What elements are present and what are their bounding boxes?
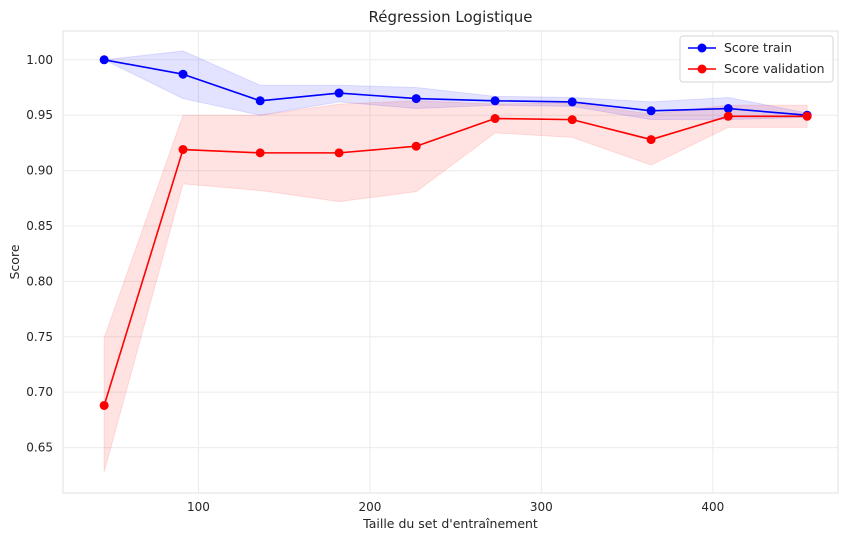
- point-score-train: [411, 94, 421, 104]
- point-score-train: [646, 106, 656, 116]
- grid: [63, 31, 838, 493]
- point-score-validation: [178, 145, 188, 155]
- y-tick-label: 0.65: [26, 441, 53, 455]
- x-tick-label: 100: [187, 500, 210, 514]
- x-tick-label: 200: [358, 500, 381, 514]
- point-score-validation: [802, 111, 812, 121]
- point-score-train: [723, 104, 733, 114]
- legend-box: [679, 35, 834, 83]
- point-score-validation: [490, 114, 500, 124]
- legend: Score train Score validation: [679, 35, 834, 83]
- point-score-train: [490, 96, 500, 106]
- point-score-train: [178, 69, 188, 79]
- x-ticks: 100 200 300 400: [187, 500, 724, 514]
- point-score-train: [334, 88, 344, 98]
- plot-frame: [62, 30, 839, 494]
- point-score-validation: [255, 148, 265, 158]
- line-score-train: [104, 59, 808, 116]
- y-tick-label: 0.70: [26, 385, 53, 399]
- point-score-validation: [99, 400, 109, 410]
- y-tick-label: 0.75: [26, 330, 53, 344]
- point-score-validation: [567, 115, 577, 125]
- x-tick-label: 300: [530, 500, 553, 514]
- chart-title: Régression Logistique: [369, 8, 533, 26]
- y-ticks: 0.65 0.70 0.75 0.80 0.85 0.90 0.95 1.00: [26, 53, 53, 455]
- legend-marker-score-validation: [697, 64, 707, 74]
- y-tick-label: 0.85: [26, 219, 53, 233]
- y-tick-label: 0.80: [26, 274, 53, 288]
- legend-marker-score-train: [697, 43, 707, 53]
- series-markers: [99, 55, 812, 410]
- point-score-validation: [334, 148, 344, 158]
- point-score-validation: [411, 141, 421, 151]
- point-score-validation: [646, 135, 656, 145]
- plot-background: [63, 31, 838, 493]
- y-tick-label: 1.00: [26, 53, 53, 67]
- y-axis-label: Score: [7, 244, 22, 279]
- x-axis-label: Taille du set d'entraînement: [362, 516, 538, 531]
- y-tick-label: 0.95: [26, 108, 53, 122]
- line-score-validation: [103, 115, 808, 406]
- x-tick-label: 400: [701, 500, 724, 514]
- y-tick-label: 0.90: [26, 164, 53, 178]
- series-lines: [103, 59, 808, 406]
- legend-label-score-train: Score train: [724, 40, 792, 55]
- point-score-train: [99, 55, 109, 65]
- band-score-validation: [103, 100, 808, 473]
- point-score-validation: [723, 111, 733, 121]
- legend-label-score-validation: Score validation: [724, 61, 825, 76]
- point-score-train: [255, 96, 265, 106]
- point-score-train: [567, 97, 577, 107]
